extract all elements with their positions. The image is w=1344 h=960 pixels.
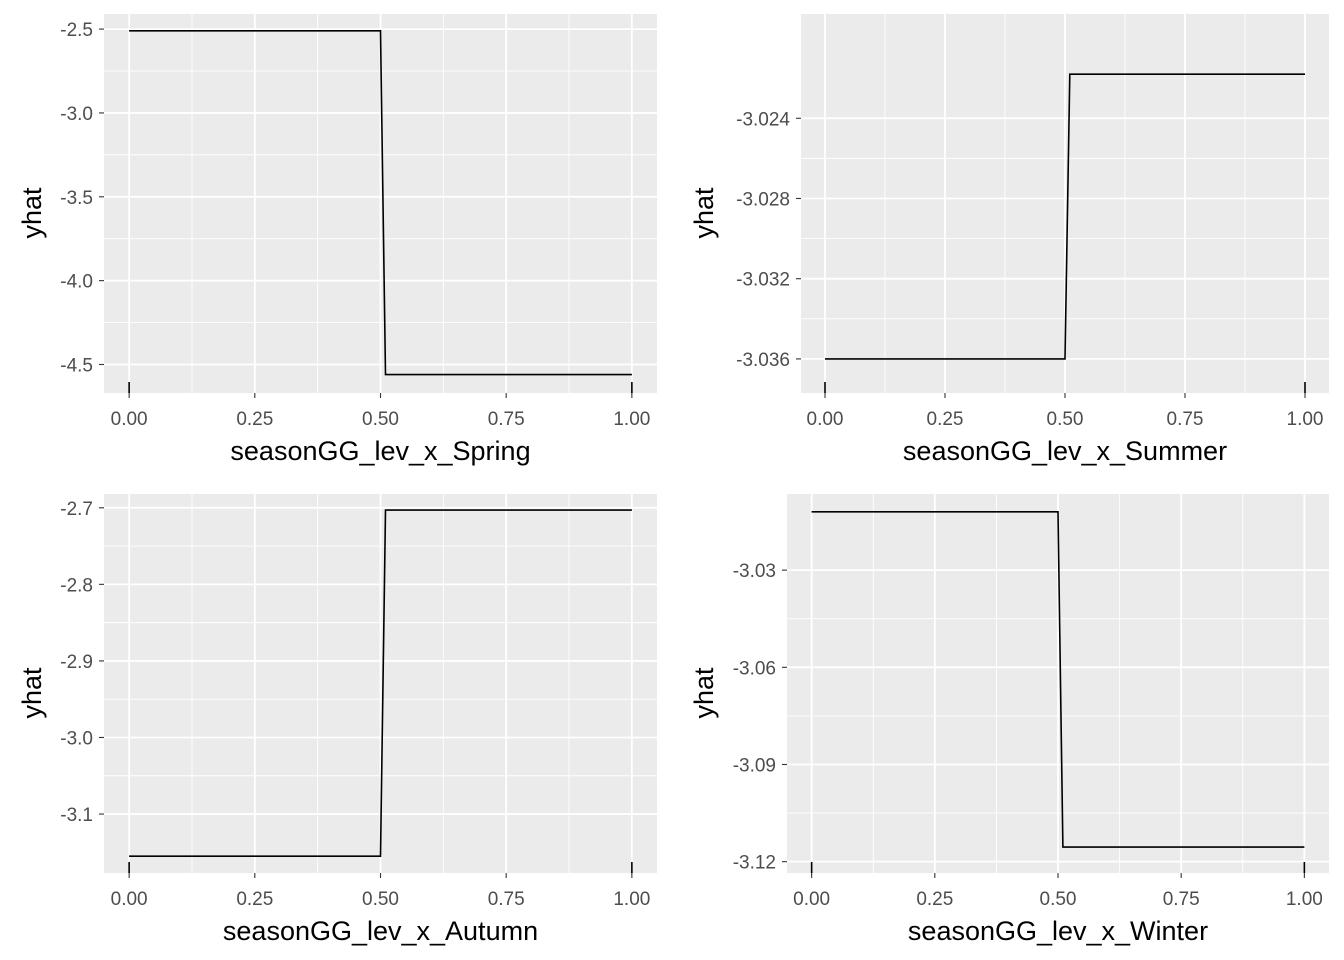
x-tick-label: 0.00 bbox=[111, 409, 148, 430]
x-tick-label: 1.00 bbox=[1286, 889, 1323, 910]
y-tick-label: -3.03 bbox=[733, 561, 776, 582]
y-tick-label: -3.12 bbox=[733, 853, 776, 874]
y-tick-label: -3.024 bbox=[736, 109, 790, 130]
y-tick-label: -3.5 bbox=[60, 188, 93, 209]
x-tick-label: 0.75 bbox=[1163, 889, 1200, 910]
panel-4: 0.00 0.25 0.50 0.75 1.00 -3.03 -3.06 -3.09 -3.12… bbox=[689, 494, 1329, 946]
x-tick-label: 0.75 bbox=[488, 409, 525, 430]
x-tick-label: 1.00 bbox=[613, 889, 650, 910]
step-line bbox=[129, 29, 632, 376]
x-tick-label: 0.50 bbox=[362, 889, 399, 910]
x-axis-title: seasonGG_lev_x_Winter bbox=[908, 916, 1208, 946]
x-tick-label: 0.25 bbox=[927, 409, 964, 430]
y-axis-title: yhat bbox=[17, 187, 47, 239]
y-tick-label: -4.0 bbox=[60, 272, 93, 293]
x-tick-label: 0.25 bbox=[236, 409, 273, 430]
y-tick-label: -2.9 bbox=[60, 652, 93, 673]
x-tick-label: 0.50 bbox=[1047, 409, 1084, 430]
step-line bbox=[825, 73, 1305, 360]
x-tick-label: 0.00 bbox=[793, 889, 830, 910]
step-line bbox=[129, 509, 632, 858]
panel-1: 0.00 0.25 0.50 0.75 1.00 -2.5 -3.0 -3.5 -4.0 -4.5… bbox=[17, 14, 657, 466]
x-tick-label: 0.25 bbox=[236, 889, 273, 910]
y-tick-label: -3.06 bbox=[733, 658, 776, 679]
y-axis-title: yhat bbox=[689, 667, 719, 719]
y-axis-title: yhat bbox=[689, 187, 719, 239]
y-tick-label: -4.5 bbox=[60, 355, 93, 376]
x-axis-title: seasonGG_lev_x_Autumn bbox=[223, 916, 538, 946]
panel-3: 0.00 0.25 0.50 0.75 1.00 -2.7 -2.8 -2.9 -3.0 -3.1… bbox=[17, 494, 657, 946]
step-line bbox=[811, 510, 1305, 848]
y-tick-label: -3.036 bbox=[736, 350, 790, 371]
x-tick-label: 0.75 bbox=[488, 889, 525, 910]
y-tick-label: -2.8 bbox=[60, 575, 93, 596]
y-tick-label: -3.0 bbox=[60, 728, 93, 749]
y-tick-label: -3.028 bbox=[736, 189, 790, 210]
y-tick-label: -3.0 bbox=[60, 104, 93, 125]
y-tick-label: -2.5 bbox=[60, 20, 93, 41]
panel-2: 0.00 0.25 0.50 0.75 1.00 -3.024 -3.028 -3.032 -3… bbox=[689, 14, 1329, 466]
x-tick-label: 0.75 bbox=[1167, 409, 1204, 430]
y-tick-label: -3.1 bbox=[60, 805, 93, 826]
x-tick-label: 0.50 bbox=[362, 409, 399, 430]
y-tick-label: -3.032 bbox=[736, 270, 790, 291]
y-tick-label: -3.09 bbox=[733, 755, 776, 776]
x-axis-title: seasonGG_lev_x_Summer bbox=[903, 436, 1227, 466]
x-tick-label: 1.00 bbox=[1287, 409, 1324, 430]
x-tick-label: 0.25 bbox=[916, 889, 953, 910]
x-tick-label: 1.00 bbox=[613, 409, 650, 430]
x-tick-label: 0.00 bbox=[807, 409, 844, 430]
x-tick-label: 0.00 bbox=[111, 889, 148, 910]
y-axis-title: yhat bbox=[17, 667, 47, 719]
y-tick-label: -2.7 bbox=[60, 499, 93, 520]
x-tick-label: 0.50 bbox=[1040, 889, 1077, 910]
x-axis-title: seasonGG_lev_x_Spring bbox=[230, 436, 530, 466]
